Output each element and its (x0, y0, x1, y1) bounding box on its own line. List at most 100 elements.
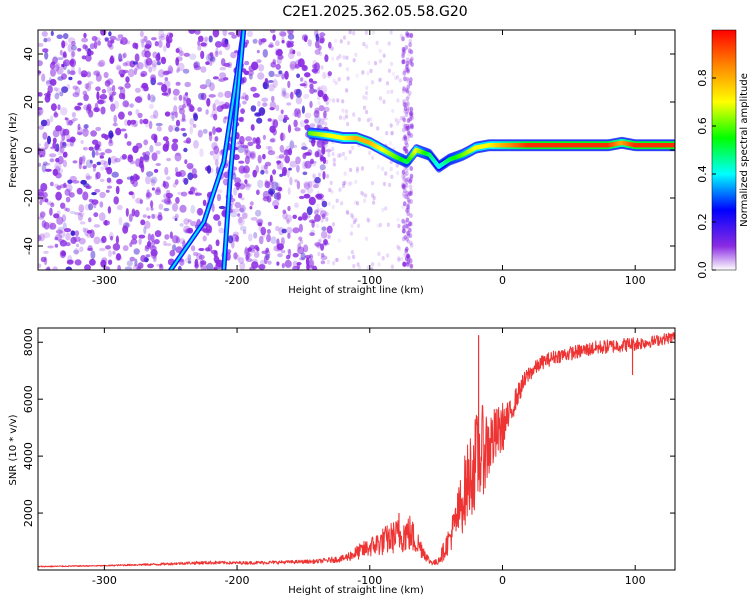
noise-stripe-speck (403, 234, 408, 240)
noise-speck (303, 93, 310, 99)
noise-speck (293, 144, 298, 149)
noise-stripe-speck (406, 176, 411, 182)
noise-speck (285, 254, 291, 260)
noise-speck (43, 232, 51, 239)
noise-speck (388, 182, 392, 188)
noise-speck (364, 193, 368, 198)
noise-speck (105, 245, 111, 250)
noise-speck (298, 236, 303, 241)
noise-speck (212, 103, 216, 111)
noise-speck (327, 234, 331, 239)
streak-layer (168, 30, 247, 270)
noise-speck (189, 186, 196, 195)
noise-speck (110, 155, 118, 164)
noise-speck (315, 40, 320, 49)
noise-speck (314, 49, 321, 55)
noise-speck (91, 192, 97, 196)
noise-speck (81, 55, 87, 60)
noise-speck (70, 44, 77, 51)
noise-speck (323, 210, 327, 216)
noise-speck (62, 159, 67, 168)
noise-speck (133, 67, 138, 76)
noise-speck (125, 208, 129, 217)
noise-speck (292, 252, 299, 258)
noise-speck (292, 227, 300, 234)
noise-speck (122, 225, 129, 234)
noise-stripe-speck (403, 123, 408, 129)
noise-speck (163, 198, 171, 205)
noise-speck (55, 191, 62, 201)
noise-stripe-speck (406, 125, 411, 131)
top-y-tick-label: 40 (22, 47, 35, 61)
noise-speck (344, 109, 349, 114)
noise-speck (352, 58, 356, 63)
noise-speck (231, 234, 239, 242)
noise-speck (242, 229, 247, 235)
noise-speck (275, 50, 279, 56)
noise-speck (376, 223, 380, 228)
noise-speck (260, 169, 265, 175)
noise-stripe-speck (405, 167, 409, 173)
noise-speck (312, 80, 318, 84)
noise-stripe-speck (406, 211, 411, 217)
noise-speck (250, 124, 255, 131)
noise-speck (305, 257, 310, 267)
noise-speck (94, 172, 99, 180)
noise-speck (51, 61, 56, 65)
noise-speck (279, 173, 283, 177)
noise-speck (197, 107, 203, 112)
noise-speck (369, 68, 373, 74)
noise-speck (47, 245, 54, 249)
noise-speck (155, 163, 161, 166)
noise-speck (262, 134, 266, 140)
noise-speck (406, 137, 410, 142)
noise-speck (331, 204, 335, 210)
noise-speck (129, 242, 133, 248)
noise-speck (325, 159, 329, 165)
noise-speck (370, 267, 374, 270)
noise-speck (127, 111, 133, 116)
noise-speck (215, 239, 220, 247)
noise-speck (244, 155, 250, 165)
noise-speck (211, 203, 215, 213)
noise-speck (88, 203, 94, 211)
noise-speck (163, 181, 170, 189)
noise-speck (108, 139, 114, 147)
noise-speck (43, 192, 48, 199)
noise-speck (350, 250, 354, 255)
top-x-tick-label: 100 (625, 274, 646, 287)
noise-speck (332, 261, 336, 266)
noise-speck (93, 70, 101, 76)
noise-speck (38, 60, 43, 67)
noise-speck (95, 171, 101, 180)
noise-speck (255, 219, 263, 224)
noise-speck (177, 265, 182, 270)
noise-speck (269, 107, 275, 111)
noise-stripe-speck (407, 133, 411, 139)
noise-stripe-speck (408, 227, 412, 233)
noise-speck (193, 140, 199, 149)
noise-speck (95, 126, 102, 132)
noise-speck (65, 266, 73, 270)
noise-speck (230, 211, 238, 218)
noise-speck (262, 153, 266, 160)
noise-speck (99, 247, 106, 252)
noise-speck (74, 259, 82, 266)
noise-speck (100, 159, 106, 166)
noise-speck (163, 207, 170, 212)
noise-speck (210, 249, 218, 255)
noise-speck (320, 230, 328, 239)
noise-speck (342, 55, 346, 60)
noise-speck (296, 164, 300, 173)
noise-speck (304, 160, 312, 169)
noise-speck (152, 255, 157, 263)
noise-speck (249, 248, 256, 253)
noise-speck (44, 141, 49, 150)
noise-speck (38, 162, 42, 167)
noise-speck (391, 71, 396, 77)
noise-speck (169, 231, 173, 239)
noise-speck (254, 112, 262, 117)
noise-speck (183, 52, 190, 57)
noise-speck (263, 164, 268, 170)
noise-speck (202, 228, 210, 233)
